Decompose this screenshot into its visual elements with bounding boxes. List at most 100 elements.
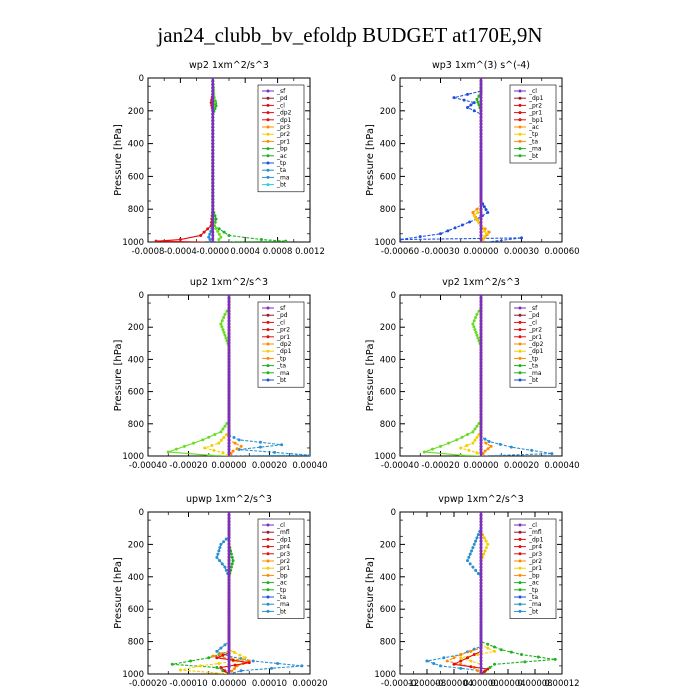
series-point: [211, 171, 215, 175]
series-point: [221, 427, 225, 431]
legend-marker: [266, 147, 270, 151]
series-point: [479, 233, 483, 237]
series-point: [493, 662, 496, 666]
series-point: [479, 627, 483, 631]
legend: _cl_mfl_dp1_pr4_pr3_pr2_pr1_bp_ac_tp_ta_…: [509, 518, 557, 619]
series-point: [479, 559, 483, 563]
series-point: [227, 633, 231, 637]
series-point: [479, 406, 483, 410]
series-point: [479, 171, 483, 175]
series-point: [227, 422, 231, 426]
legend-marker: [518, 566, 522, 570]
series-point: [479, 138, 483, 142]
series-point: [479, 295, 483, 297]
series-point: [400, 238, 402, 242]
y-tick-label: 1000: [122, 238, 144, 248]
series-point: [211, 151, 215, 155]
legend-label: _bp: [276, 572, 288, 579]
legend: _sf_pd_cl_dp2_dp1_pr3_pr2_pr1_bp_ac_tp_t…: [257, 84, 305, 193]
series-point: [239, 669, 243, 673]
series-point: [223, 669, 227, 673]
series-point: [227, 555, 231, 559]
series-point: [479, 633, 483, 637]
legend-label: _sf: [276, 305, 286, 312]
legend-label: _bp: [276, 146, 288, 153]
series-point: [211, 233, 215, 237]
legend-marker: [518, 342, 522, 346]
series-point: [211, 155, 215, 159]
series-line-pr2: [212, 512, 252, 674]
series-point: [479, 168, 483, 172]
series-point: [211, 145, 215, 149]
series-layer: [400, 78, 523, 242]
series-point: [211, 142, 215, 146]
legend-marker: [518, 378, 522, 382]
series-point: [211, 106, 215, 110]
legend-label: _ma: [276, 174, 290, 181]
series-point: [284, 239, 288, 242]
series-point: [479, 309, 483, 313]
series-point: [213, 214, 217, 218]
legend-label: _dp1: [528, 95, 544, 102]
series-point: [211, 138, 215, 142]
series-point: [475, 451, 479, 455]
series-point: [233, 441, 237, 445]
series-point: [227, 529, 231, 533]
legend-label: _sf: [528, 305, 538, 312]
series-point: [211, 112, 215, 116]
series-point: [233, 663, 237, 667]
series-point: [509, 650, 513, 654]
series-point: [484, 441, 488, 445]
legend-label: _cl: [276, 319, 285, 326]
x-tick-label: 0.00000: [463, 247, 498, 257]
series-point: [479, 148, 483, 152]
series-point: [238, 653, 242, 657]
panel-title: vp2 1xm^2/s^3: [442, 277, 520, 288]
series-line-pr1: [459, 295, 482, 456]
series-point: [227, 659, 231, 663]
series-point: [479, 214, 483, 218]
series-point: [479, 322, 483, 326]
legend-label: _dp2: [528, 341, 544, 348]
y-tick-label: 1000: [122, 670, 144, 680]
series-point: [479, 354, 483, 358]
series-point: [447, 441, 451, 445]
x-tick-label: 0.00030: [504, 247, 539, 257]
series-point: [466, 656, 469, 660]
legend-label: _bt: [528, 153, 539, 160]
series-point: [227, 316, 231, 320]
series-point: [473, 438, 477, 442]
series-point: [219, 235, 223, 239]
series-point: [227, 539, 231, 543]
panel-title: wp3 1xm^(3) s^(-4): [432, 60, 530, 71]
series-point: [483, 449, 487, 453]
series-point: [227, 643, 231, 647]
legend-label: _pr2: [528, 102, 542, 109]
legend-label: _dp1: [276, 348, 292, 355]
series-point: [479, 390, 483, 394]
legend-box: [257, 518, 305, 619]
series-point: [479, 341, 483, 345]
series-point: [235, 447, 239, 451]
series-point: [479, 549, 483, 553]
series-point: [219, 438, 223, 442]
legend-label: _pr1: [528, 565, 542, 572]
y-tick-label: 600: [128, 605, 144, 615]
legend-marker: [266, 523, 270, 527]
series-point: [475, 217, 478, 221]
legend-label: _cl: [528, 88, 537, 95]
x-tick-label: 0.00000: [463, 679, 498, 689]
series-point: [486, 667, 490, 671]
series-point: [166, 450, 170, 454]
series-point: [479, 640, 483, 644]
series-point: [227, 526, 231, 530]
legend-marker: [518, 588, 522, 592]
legend-label: _pd: [276, 95, 288, 102]
series-layer: [422, 295, 554, 456]
x-tick-label: 0.00040: [292, 461, 327, 471]
x-tick-label: -0.00030: [421, 247, 459, 257]
legend-marker: [266, 537, 270, 541]
legend-marker: [266, 559, 270, 563]
series-point: [227, 377, 231, 381]
series-line-pr2: [445, 512, 482, 674]
